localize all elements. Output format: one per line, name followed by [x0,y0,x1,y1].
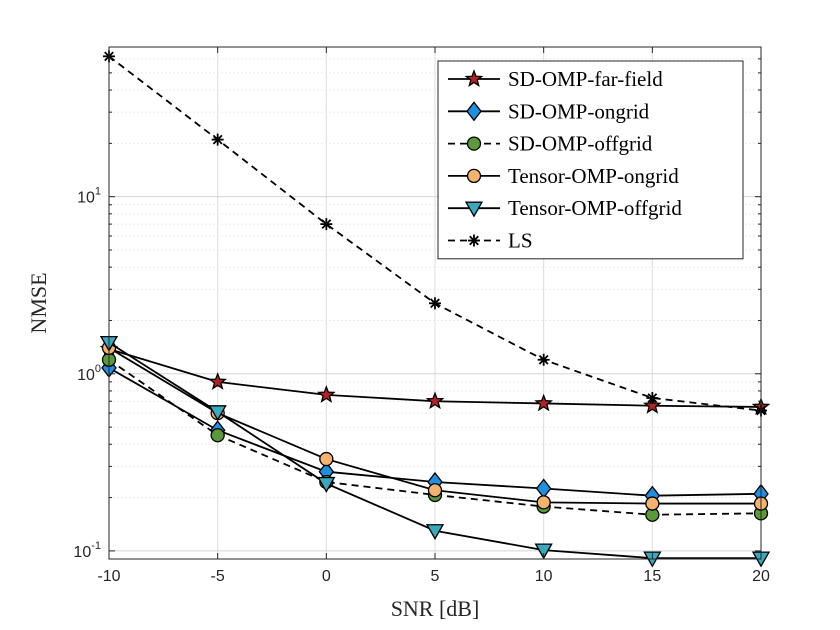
star-marker [316,385,336,403]
legend-entry: SD-OMP-ongrid [448,99,650,123]
data-point [316,385,336,403]
asterisk-stroke [647,393,658,403]
x-tick-label: -10 [97,568,120,585]
legend-marker [466,101,482,122]
data-point [425,391,445,410]
y-tick-label: 100 [77,363,101,384]
legend-entry: SD-OMP-far-field [448,67,663,91]
legend-marker [464,201,484,218]
circle-marker [466,168,482,184]
circle-marker [645,496,660,511]
y-tick-label: 101 [77,186,101,207]
legend-marker [464,69,484,87]
data-point [425,524,445,541]
star-marker [642,395,662,414]
data-point [642,395,662,414]
data-point [211,133,224,146]
asterisk-stroke [538,354,549,365]
data-point [534,393,554,412]
legend-marker [466,136,482,151]
triangle-marker [425,524,445,541]
legend-entry: SD-OMP-offgrid [448,132,653,156]
y-tick-base: 10 [77,367,95,384]
data-point [429,297,441,310]
circle-marker [536,495,551,510]
data-point [208,372,228,390]
data-point [208,405,227,422]
x-axis-title: SNR [dB] [391,596,480,621]
x-tick-label: 15 [643,568,661,585]
star-marker [464,69,484,87]
legend-label: SD-OMP-ongrid [508,99,650,123]
legend-marker [466,168,482,184]
data-point [645,496,660,511]
y-tick-exponent: 0 [95,363,101,375]
y-tick-exponent: 1 [95,186,101,198]
circle-marker [466,136,482,151]
star-marker [425,391,445,410]
y-tick-label: 10-1 [73,540,101,561]
data-point [534,543,553,560]
data-point [427,483,443,498]
legend-label: LS [508,229,533,253]
data-point [536,495,551,510]
x-tick-label: 5 [431,568,440,585]
circle-marker [319,451,334,467]
legend-label: Tensor-OMP-offgrid [508,196,682,220]
data-point [320,218,333,231]
legend-box [437,60,744,260]
asterisk-stroke [469,235,479,246]
y-tick-base: 10 [77,190,95,207]
asterisk-stroke [321,219,332,229]
x-tick-label: 0 [322,568,331,585]
legend-label: SD-OMP-offgrid [508,132,653,156]
asterisk-stroke [430,298,440,309]
legend: SD-OMP-far-field SD-OMP-ongrid SD-OMP-offg… [437,60,744,260]
legend-marker [468,234,480,247]
star-marker [534,393,554,412]
legend-label: Tensor-OMP-ongrid [508,164,679,188]
triangle-marker [534,543,553,560]
diamond-marker [466,101,482,122]
data-point [210,428,225,443]
y-tick-exponent: -1 [91,540,101,552]
legend-entry: LS [448,229,533,253]
x-tick-label: 10 [535,568,553,585]
data-point [319,451,334,467]
legend-entry: Tensor-OMP-ongrid [448,164,679,188]
y-tick-base: 10 [73,544,91,561]
data-point [646,391,659,404]
data-point [317,476,336,493]
circle-marker [427,483,443,498]
triangle-marker [317,476,336,493]
legend-entry: Tensor-OMP-offgrid [448,196,682,220]
triangle-marker [208,405,227,422]
y-axis-title: NMSE [26,272,51,333]
asterisk-stroke [212,134,223,145]
x-tick-label: 20 [752,568,770,585]
circle-marker [210,428,225,443]
x-tick-label: -5 [211,568,225,585]
triangle-marker [464,201,484,218]
star-marker [208,372,228,390]
legend-label: SD-OMP-far-field [508,67,663,91]
data-point [537,353,550,366]
